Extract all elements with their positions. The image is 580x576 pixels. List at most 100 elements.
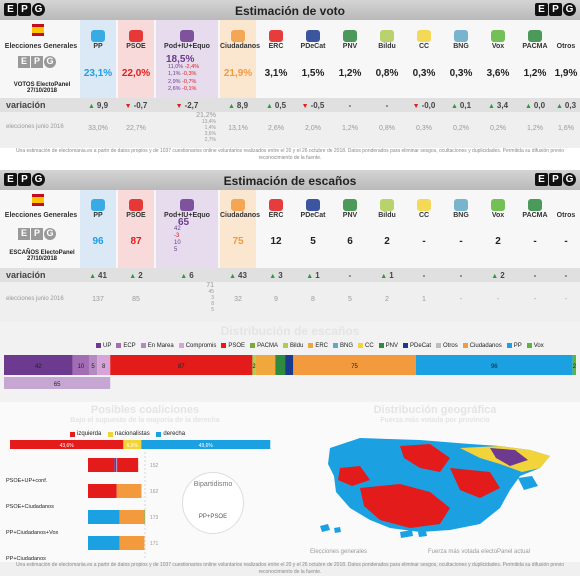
legend-item-pacma: PACMA — [250, 343, 278, 349]
vote-value-8: 0,3% — [412, 68, 436, 79]
seat-var-1: ▲ 2 — [118, 271, 154, 280]
vote-var-0: ▲ 9,9 — [80, 101, 116, 110]
pacma-header: PACMA — [522, 43, 548, 50]
coalition-bar-2-1 — [119, 510, 145, 524]
podemos-seats-breakdown: 65 42 -3 10 5 — [174, 217, 190, 254]
dist-label-ecp: 10 — [77, 364, 84, 370]
dist-label-bildu: 2 — [252, 364, 256, 370]
bng-logo-icon — [454, 30, 468, 42]
vox-header: Vox — [491, 43, 505, 50]
legend-swatch-bng — [332, 343, 338, 348]
vote-note: Una estimación de electomania.es a parti… — [15, 148, 565, 161]
coalition-label-3: PP+Ciudadanos — [6, 556, 46, 562]
legend-swatch-erc — [308, 343, 314, 348]
otros-header: Otros — [556, 43, 576, 50]
bipartidismo-box: Bipartidismo PP+PSOE — [182, 472, 244, 534]
coalition-top-label-2: 49,6% — [199, 443, 214, 449]
legend-label-ecp: ECP — [123, 342, 136, 349]
dist-subtotal-label: 65 — [54, 382, 61, 388]
vote-var-11: ▲ 0,0 — [517, 101, 553, 110]
coalitions-chart: 43,6% 6,9% 49,6% PSOE+UP+conf. 152 PSOE+Ciuda… — [6, 440, 271, 562]
seat-value-12: - — [564, 236, 568, 247]
vote-value-11: 1,2% — [523, 68, 547, 79]
vote-var-4: ▲ 0,5 — [258, 101, 294, 110]
seat-var-text-7: 1 — [389, 271, 394, 280]
coalition-value-1: 162 — [150, 489, 159, 495]
coalition-value-3: 171 — [150, 541, 159, 547]
dist-bar-up — [4, 355, 73, 375]
vote-value-1: 22,0% — [121, 68, 151, 79]
seats-title: Estimación de escaños — [223, 174, 357, 188]
vote-var-arrow-12: ▲ — [555, 103, 563, 110]
seat-var-4: ▲ 3 — [258, 271, 294, 280]
seats-panel-label: ESCAÑOS ElectoPanel 27/10/2018 — [9, 250, 75, 262]
coalition-value-2: 173 — [150, 515, 159, 521]
dist-label-compromis: 8 — [102, 364, 106, 370]
vote-var-text-10: 3,4 — [496, 101, 509, 110]
coalition-top-bar-1 — [123, 440, 142, 449]
vote-prev-12: 1,6% — [558, 125, 574, 132]
bng-header: BNG — [453, 43, 469, 50]
dist-bar-erc — [255, 355, 276, 375]
seat-value-4: 12 — [270, 236, 282, 247]
epg-logo-gray: E P G — [18, 56, 56, 68]
dist-bar-vox — [572, 355, 576, 375]
vote-var-5: ▼ -0,5 — [295, 101, 331, 110]
vote-var-arrow-3: ▲ — [227, 103, 235, 110]
vote-prev-row: elecciones junio 2016 — [0, 112, 580, 148]
vote-var-arrow-9: ▲ — [450, 103, 458, 110]
seats-row-label: Elecciones Generales — [4, 212, 78, 219]
pdecat-logo-icon — [306, 199, 320, 211]
geo-ghost-title: Distribución geográfica — [373, 404, 497, 416]
dist-bar-en-marea — [88, 355, 98, 375]
dist-bar-pp — [415, 355, 573, 375]
spain-flag-icon — [32, 24, 44, 36]
legend-item-bildu: Bildu — [282, 343, 303, 349]
legend-swatch-otros — [436, 343, 442, 348]
vote-value-7: 0,8% — [375, 68, 399, 79]
legend-swatch-vox — [526, 343, 532, 348]
seat-prev-4: 9 — [274, 296, 278, 303]
legend-swatch-pdecat — [403, 343, 409, 348]
podemos-breakdown: 18,5% 11,0% -2,4% 1,1% -0,3% 2,9% -0,7% … — [166, 54, 200, 92]
vote-value-9: 0,3% — [449, 68, 473, 79]
vote-prev-3: 13,1% — [228, 125, 248, 132]
legend-swatch-cc — [358, 343, 363, 348]
seat-var-text-1: 2 — [138, 271, 143, 280]
seat-value-3: 75 — [232, 236, 244, 247]
erc-header: ERC — [268, 212, 284, 219]
vote-value-5: 1,5% — [301, 68, 325, 79]
vote-var-arrow-0: ▲ — [87, 103, 95, 110]
vote-var-arrow-5: ▼ — [301, 103, 309, 110]
vote-var-1: ▼ -0,7 — [118, 101, 154, 110]
coalition-label-2: PP+Ciudadanos+Vox — [6, 530, 59, 536]
coalition-bar-3-0 — [88, 536, 120, 550]
seat-var-text-0: 41 — [98, 271, 107, 280]
vote-var-3: ▲ 8,9 — [220, 101, 256, 110]
legend-label-pnv: PNV — [385, 342, 399, 349]
vote-value-0: 23,1% — [83, 68, 113, 79]
legend-item-psoe: PSOE — [221, 343, 245, 349]
seat-var-3: ▲ 43 — [220, 271, 256, 280]
legend-label-pp: PP — [513, 342, 522, 349]
legend-item-pp: PP — [506, 342, 522, 349]
seat-var-arrow-5: ▲ — [306, 273, 314, 280]
vote-prev-8: 0,3% — [416, 125, 432, 132]
pdecat-header: PDeCat — [300, 212, 326, 219]
seat-var-text-12: - — [564, 271, 568, 280]
vote-prev-0: 33,0% — [88, 125, 108, 132]
dist-label-psoe: 87 — [178, 364, 185, 370]
legend-label-otros: Otros — [443, 342, 458, 349]
vote-value-3: 21,9% — [223, 68, 253, 79]
legend-swatch-compromis — [178, 343, 184, 348]
dist-bar-bildu — [252, 355, 256, 375]
seat-prev-11: - — [533, 296, 537, 303]
erc-logo-icon — [269, 30, 283, 42]
bildu-logo-icon — [380, 30, 394, 42]
legend-label-cc: CC — [365, 342, 374, 349]
vote-var-arrow-1: ▼ — [124, 103, 132, 110]
vote-var-text-8: -0,0 — [421, 101, 436, 110]
legend-swatch-bildu — [282, 343, 288, 348]
legend-item-ecp: ECP — [116, 342, 136, 349]
geo-footer-left: Elecciones generales — [310, 549, 368, 555]
